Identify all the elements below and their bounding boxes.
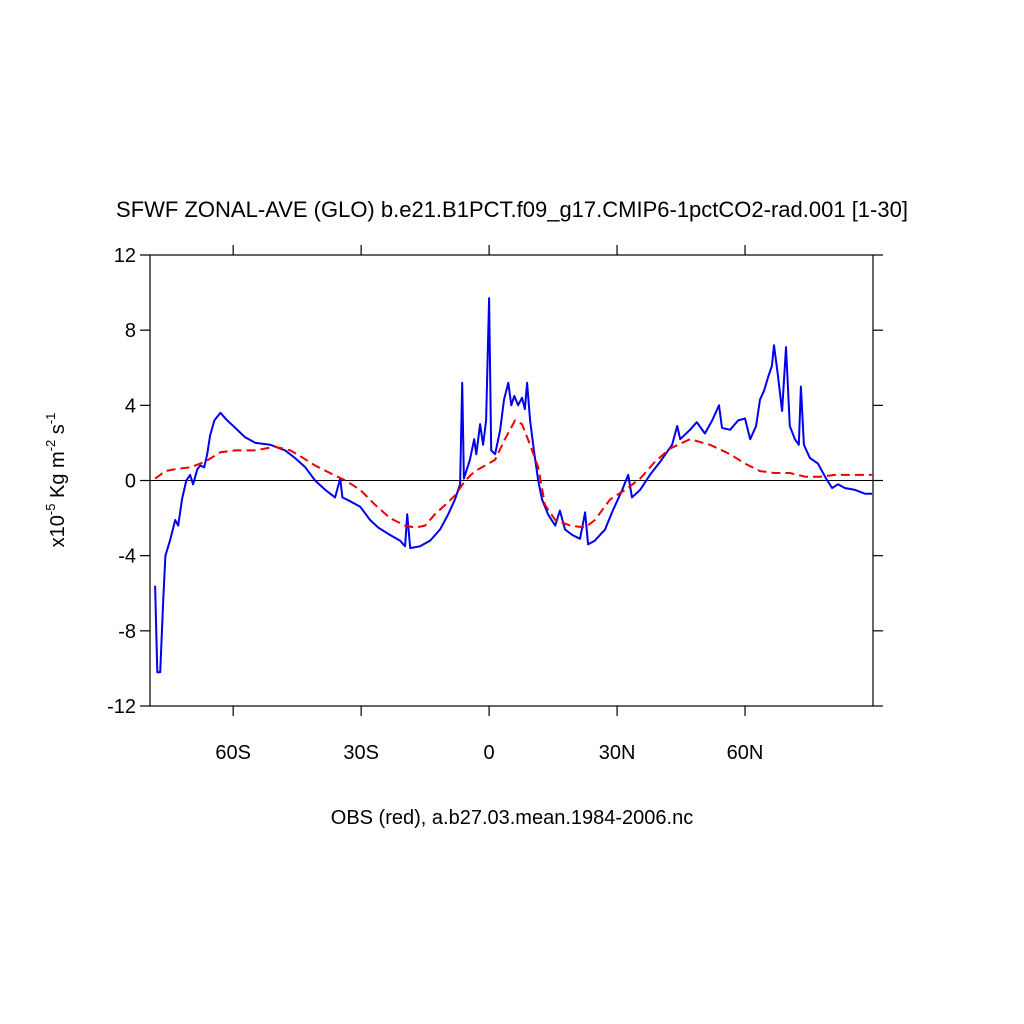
y-label-text: Kg m xyxy=(47,451,69,503)
y-axis-label: x10-5 Kg m-2 s-1 xyxy=(43,413,69,548)
x-tick-label: 60S xyxy=(215,742,251,764)
chart-title: SFWF ZONAL-AVE (GLO) b.e21.B1PCT.f09_g17… xyxy=(116,197,908,222)
x-tick-label: 30S xyxy=(343,742,379,764)
y-label-text: x10 xyxy=(47,515,69,547)
y-tick-label: 0 xyxy=(125,471,136,493)
y-tick-label: -4 xyxy=(118,546,136,568)
y-tick-label: -8 xyxy=(118,621,136,643)
y-label-superscript: -2 xyxy=(43,440,58,452)
caption: OBS (red), a.b27.03.mean.1984-2006.nc xyxy=(331,807,693,829)
x-tick-label: 0 xyxy=(484,742,495,764)
y-tick-label: 8 xyxy=(125,320,136,342)
y-label-text: s xyxy=(47,424,69,440)
y-tick-label: 12 xyxy=(114,245,136,267)
series-line xyxy=(154,297,873,674)
y-tick-label: -12 xyxy=(107,696,136,718)
x-tick-label: 60N xyxy=(727,742,764,764)
y-label-superscript: -5 xyxy=(43,504,58,516)
series-line xyxy=(154,419,873,529)
x-tick-label: 30N xyxy=(599,742,636,764)
y-tick-label: 4 xyxy=(125,395,136,417)
y-label-superscript: -1 xyxy=(43,413,58,425)
